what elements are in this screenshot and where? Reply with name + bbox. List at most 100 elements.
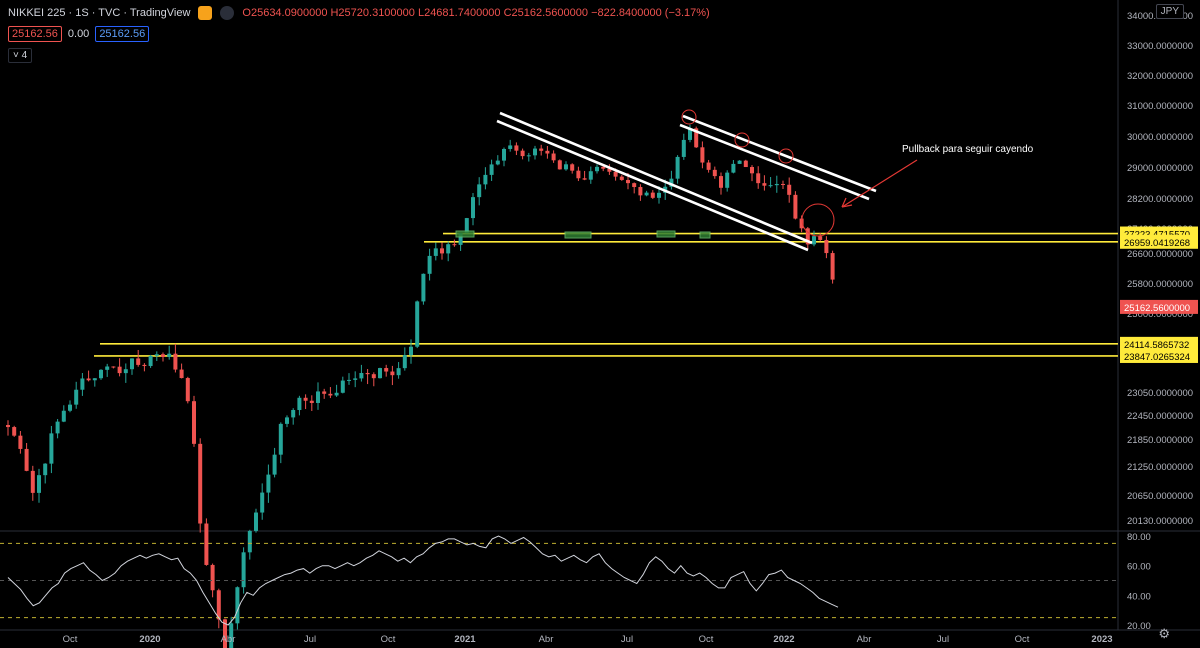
candle [464, 218, 469, 233]
rsi-line [7, 535, 839, 626]
candle [260, 492, 265, 513]
candle [185, 378, 190, 402]
price-label-box [1120, 299, 1198, 314]
price-tick-label: 29000.0000000 [1127, 163, 1193, 174]
candle [582, 178, 587, 180]
candle [18, 435, 23, 449]
candle [123, 369, 128, 374]
candle [378, 368, 382, 379]
highlight-circle [681, 109, 697, 125]
candle [229, 623, 234, 648]
candle [824, 239, 829, 254]
candle [61, 410, 66, 422]
candle [812, 236, 816, 245]
gear-icon[interactable]: ⚙ [1158, 626, 1170, 641]
highlight-circle [801, 203, 835, 237]
price-tick-label: 25800.0000000 [1127, 279, 1193, 290]
rsi-tick-label: 40.00 [1127, 591, 1151, 602]
candle [638, 187, 643, 196]
candle [818, 236, 823, 240]
candle [452, 244, 457, 246]
time-tick-label: Jul [304, 634, 316, 645]
time-tick-label: 2023 [1091, 634, 1112, 645]
candle [142, 364, 147, 367]
price-tick-label: 32000.0000000 [1127, 71, 1193, 82]
candle [520, 150, 525, 157]
buy-price-badge[interactable]: 25162.56 [95, 26, 150, 42]
candle [446, 244, 451, 254]
indicators-toggle[interactable]: ˅ 4 [8, 48, 33, 63]
price-label-box [1120, 234, 1198, 249]
quote-badges: 25162.56 0.00 25162.56 [8, 26, 150, 42]
candle [601, 166, 606, 169]
price-tick-label: 21250.0000000 [1127, 462, 1193, 473]
candle [626, 179, 630, 184]
candle [210, 564, 215, 591]
candle [43, 463, 48, 476]
candle [545, 150, 550, 154]
candle [198, 443, 203, 524]
channel-line [496, 119, 809, 252]
time-tick-label: Jul [621, 634, 633, 645]
price-tick-label: 21850.0000000 [1127, 435, 1193, 446]
price-tick-label: 22450.0000000 [1127, 411, 1193, 422]
candle [477, 184, 482, 198]
candle [830, 253, 835, 280]
candle [297, 397, 302, 411]
price-tick-label: 28200.0000000 [1127, 194, 1193, 205]
candle [167, 353, 172, 357]
candle [24, 448, 29, 471]
price-tick-label: 20130.0000000 [1127, 516, 1193, 527]
candle [427, 255, 432, 274]
candle [458, 232, 463, 245]
candle [421, 273, 426, 302]
visibility-icon[interactable] [220, 6, 235, 20]
price-label: 26959.0419268 [1124, 238, 1190, 249]
highlight-circle [734, 132, 750, 148]
candle [564, 164, 568, 170]
candle [576, 170, 581, 179]
spread-value: 0.00 [67, 28, 90, 40]
sell-price-badge[interactable]: 25162.56 [8, 26, 62, 42]
candle [278, 423, 283, 455]
candle [588, 171, 593, 180]
price-label: 23847.0265324 [1124, 352, 1190, 363]
candle [743, 160, 748, 168]
candle [254, 512, 258, 531]
candle [700, 147, 705, 163]
candle [781, 183, 785, 185]
candle [49, 433, 54, 464]
candle [402, 355, 407, 369]
candle [725, 172, 730, 188]
symbol-title[interactable]: NIKKEI 225 · 1S · TVC · TradingView [8, 7, 191, 19]
candle [99, 369, 103, 379]
candle [161, 354, 165, 357]
candle [650, 192, 655, 198]
time-tick-label: 2021 [454, 634, 476, 645]
time-tick-label: Abr [857, 634, 872, 645]
price-tick-label: 23050.0000000 [1127, 388, 1193, 399]
candle [514, 145, 519, 151]
candle [669, 178, 674, 187]
candle [508, 145, 513, 149]
time-tick-label: Abr [539, 634, 554, 645]
candle [272, 454, 277, 475]
time-tick-label: Oct [381, 634, 396, 645]
candle [390, 371, 395, 376]
annotation-text: Pullback para seguir cayendo [902, 144, 1034, 155]
support-zone-box [564, 231, 592, 239]
candle [681, 139, 686, 157]
candle [384, 368, 389, 372]
candle [92, 378, 97, 381]
candle [750, 167, 754, 174]
candle [309, 400, 314, 403]
candle [557, 160, 562, 170]
candle [409, 346, 413, 356]
candle [12, 427, 17, 436]
rsi-tick-label: 20.00 [1127, 621, 1151, 632]
candle [607, 168, 612, 172]
candle [74, 389, 79, 405]
candle [657, 192, 661, 198]
currency-button[interactable]: JPY [1155, 4, 1184, 19]
